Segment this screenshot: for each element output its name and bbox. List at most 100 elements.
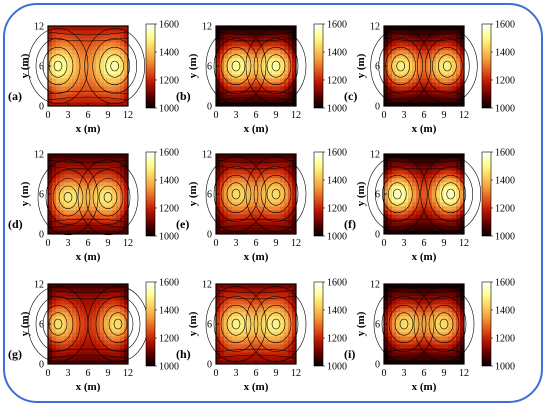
heat-cell xyxy=(400,360,405,365)
heat-cell xyxy=(400,332,405,337)
heat-cell xyxy=(220,78,225,83)
heat-cell xyxy=(272,62,277,67)
heat-cell xyxy=(236,316,241,321)
contour-line xyxy=(47,159,129,164)
heat-cell xyxy=(228,214,233,219)
contour-line xyxy=(85,169,131,226)
heat-cell xyxy=(48,348,53,353)
heat-cell xyxy=(256,90,261,95)
contour-line xyxy=(95,296,141,352)
heat-cell xyxy=(68,300,73,305)
heat-cell xyxy=(268,332,273,337)
heat-cell xyxy=(256,34,261,39)
heat-cell xyxy=(76,352,81,357)
heat-cell xyxy=(64,42,69,47)
heat-cell xyxy=(244,162,249,167)
heat-cell xyxy=(404,304,409,309)
heat-cell xyxy=(456,46,461,51)
heat-cell xyxy=(96,336,101,341)
heat-cell xyxy=(268,182,273,187)
heat-cell xyxy=(436,194,441,199)
heat-cell xyxy=(284,202,289,207)
heat-cell xyxy=(284,158,289,163)
heat-cell xyxy=(120,54,125,59)
contour-line xyxy=(442,60,452,72)
heat-cell xyxy=(64,288,69,293)
heat-cell xyxy=(84,162,89,167)
heat-cell xyxy=(456,360,461,365)
heat-cell xyxy=(56,308,61,313)
heat-cell xyxy=(392,230,397,235)
heat-cell xyxy=(260,50,265,55)
heat-cell xyxy=(404,222,409,227)
heat-cell xyxy=(240,66,245,71)
heat-cell xyxy=(256,46,261,51)
heat-cell xyxy=(440,218,445,223)
heat-cell xyxy=(64,170,69,175)
heat-cell xyxy=(64,218,69,223)
heat-cell xyxy=(460,162,465,167)
heat-cell xyxy=(416,26,421,31)
heat-cell xyxy=(88,324,93,329)
y-tick-label: 12 xyxy=(370,280,380,291)
heat-cell xyxy=(76,328,81,333)
heat-cell xyxy=(72,312,77,317)
contour-line xyxy=(113,318,123,330)
heat-cell xyxy=(232,46,237,51)
heat-cell xyxy=(412,284,417,289)
heat-cell xyxy=(408,66,413,71)
contour-line xyxy=(370,28,432,104)
heat-cell xyxy=(288,158,293,163)
heat-cell xyxy=(440,42,445,47)
heat-cell xyxy=(232,300,237,305)
heat-cell xyxy=(260,154,265,159)
heat-cell xyxy=(280,178,285,183)
heat-cell xyxy=(260,78,265,83)
contour-line xyxy=(396,60,406,72)
heat-cell xyxy=(292,312,297,317)
heat-cell xyxy=(416,222,421,227)
heat-cell xyxy=(48,202,53,207)
heat-cell xyxy=(268,34,273,39)
heat-cell xyxy=(284,174,289,179)
heat-cell xyxy=(220,328,225,333)
heat-cell xyxy=(112,46,117,51)
heat-cell xyxy=(432,344,437,349)
heat-cell xyxy=(452,206,457,211)
heat-cell xyxy=(392,158,397,163)
heat-cell xyxy=(284,320,289,325)
heat-cell xyxy=(412,182,417,187)
heat-cell xyxy=(276,210,281,215)
heat-cell xyxy=(48,352,53,357)
heat-cell xyxy=(428,206,433,211)
heat-cell xyxy=(404,316,409,321)
heat-cell xyxy=(428,328,433,333)
heat-cell xyxy=(228,198,233,203)
heat-cell xyxy=(116,154,121,159)
heat-cell xyxy=(396,70,401,75)
heat-cell xyxy=(428,214,433,219)
heat-cell xyxy=(292,42,297,47)
heat-cell xyxy=(396,206,401,211)
heat-cell xyxy=(460,360,465,365)
heat-cell xyxy=(104,226,109,231)
heat-cell xyxy=(268,340,273,345)
contour-line xyxy=(58,185,78,209)
heat-cell xyxy=(92,94,97,99)
heat-cell xyxy=(392,162,397,167)
heat-cell xyxy=(232,74,237,79)
heat-cell xyxy=(96,162,101,167)
heat-cell xyxy=(232,162,237,167)
heat-cell xyxy=(124,90,129,95)
heat-cell xyxy=(280,162,285,167)
x-tick-label: 9 xyxy=(106,110,111,121)
heat-cell xyxy=(240,214,245,219)
heat-cell xyxy=(244,38,249,43)
heat-cell xyxy=(416,332,421,337)
heat-cell xyxy=(236,332,241,337)
heat-cell xyxy=(264,222,269,227)
heat-cell xyxy=(76,320,81,325)
heat-cell xyxy=(416,90,421,95)
heat-cell xyxy=(232,356,237,361)
